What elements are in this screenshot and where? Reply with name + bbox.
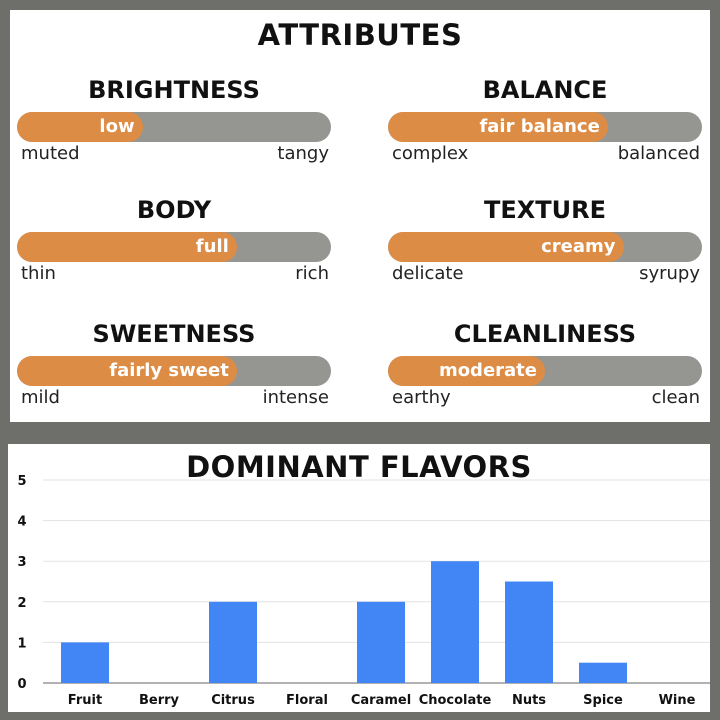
attribute-name: TEXTURE — [483, 196, 606, 224]
gauge-track: fairly sweet — [17, 356, 331, 386]
gauge-right-label: intense — [262, 387, 329, 408]
gauge-fill: fairly sweet — [17, 356, 237, 386]
x-tick-label: Floral — [286, 693, 328, 708]
y-tick-label: 5 — [17, 474, 26, 489]
x-tick-label: Wine — [659, 693, 696, 708]
bar-citrus — [209, 601, 257, 683]
attribute-name: BALANCE — [482, 76, 608, 104]
gauge-value-label: full — [195, 236, 229, 257]
attribute-body: BODY full thin rich — [17, 196, 331, 284]
gauge-fill: fair balance — [388, 112, 608, 142]
x-tick-label: Nuts — [512, 693, 546, 708]
attribute-name: CLEANLINESS — [453, 320, 637, 348]
gauge-value-label: moderate — [438, 360, 537, 381]
gauge-fill: full — [17, 232, 237, 262]
bar-fruit — [61, 642, 109, 683]
gauge-value-label: fairly sweet — [109, 360, 229, 381]
gauge-fill: creamy — [388, 232, 624, 262]
x-tick-label: Spice — [583, 693, 623, 708]
gauge-value-label: fair balance — [479, 116, 600, 137]
gauge-right-label: rich — [295, 263, 329, 284]
attributes-title: ATTRIBUTES — [257, 18, 463, 52]
y-tick-label: 3 — [17, 555, 26, 570]
x-tick-label: Chocolate — [419, 693, 492, 708]
gauge-right-label: clean — [651, 387, 700, 408]
x-tick-label: Fruit — [68, 693, 102, 708]
chart-title: DOMINANT FLAVORS — [186, 450, 532, 484]
gauge-right-label: syrupy — [639, 263, 700, 284]
x-tick-label: Caramel — [351, 693, 411, 708]
bar-caramel — [357, 601, 405, 683]
gauge-track: fair balance — [388, 112, 702, 142]
gauge-left-label: delicate — [392, 263, 464, 284]
gauge-track: creamy — [388, 232, 702, 262]
attribute-name: BODY — [136, 196, 212, 224]
attribute-texture: TEXTURE creamy delicate syrupy — [388, 196, 702, 284]
attribute-balance: BALANCE fair balance complex balanced — [388, 76, 702, 164]
gauge-left-label: muted — [21, 143, 80, 164]
y-tick-label: 4 — [17, 515, 26, 530]
gauge-track: low — [17, 112, 331, 142]
attribute-name: BRIGHTNESS — [88, 76, 260, 104]
x-tick-label: Berry — [139, 693, 180, 708]
gauge-fill: moderate — [388, 356, 545, 386]
y-tick-label: 2 — [17, 596, 26, 611]
x-tick-label: Citrus — [211, 693, 255, 708]
bar-nuts — [505, 581, 553, 683]
flavor-bar-chart: 0 1 2 3 4 5 Fruit Berry Citrus Floral Caramel Choco… — [17, 474, 710, 708]
bar-spice — [579, 662, 627, 683]
gauge-fill: low — [17, 112, 143, 142]
gauge-value-label: low — [99, 116, 135, 137]
attribute-cleanliness: CLEANLINESS moderate earthy clean — [388, 320, 702, 408]
gauge-value-label: creamy — [541, 236, 616, 257]
attribute-name: SWEETNESS — [92, 320, 256, 348]
y-tick-label: 0 — [17, 677, 26, 692]
gauge-left-label: earthy — [392, 387, 451, 408]
gauge-track: full — [17, 232, 331, 262]
gauge-right-label: tangy — [277, 143, 329, 164]
gauge-left-label: complex — [392, 143, 469, 164]
gauge-right-label: balanced — [617, 143, 700, 164]
bar-chocolate — [431, 561, 479, 683]
gauge-track: moderate — [388, 356, 702, 386]
flavors-panel: DOMINANT FLAVORS 0 1 2 3 4 5 Fruit Berry Citrus F… — [8, 444, 710, 712]
attribute-brightness: BRIGHTNESS low muted tangy — [17, 76, 331, 164]
attributes-panel: ATTRIBUTES — [10, 10, 710, 422]
y-tick-label: 1 — [17, 636, 26, 651]
gauge-left-label: mild — [21, 387, 60, 408]
attribute-sweetness: SWEETNESS fairly sweet mild intense — [17, 320, 331, 408]
gauge-left-label: thin — [21, 263, 56, 284]
